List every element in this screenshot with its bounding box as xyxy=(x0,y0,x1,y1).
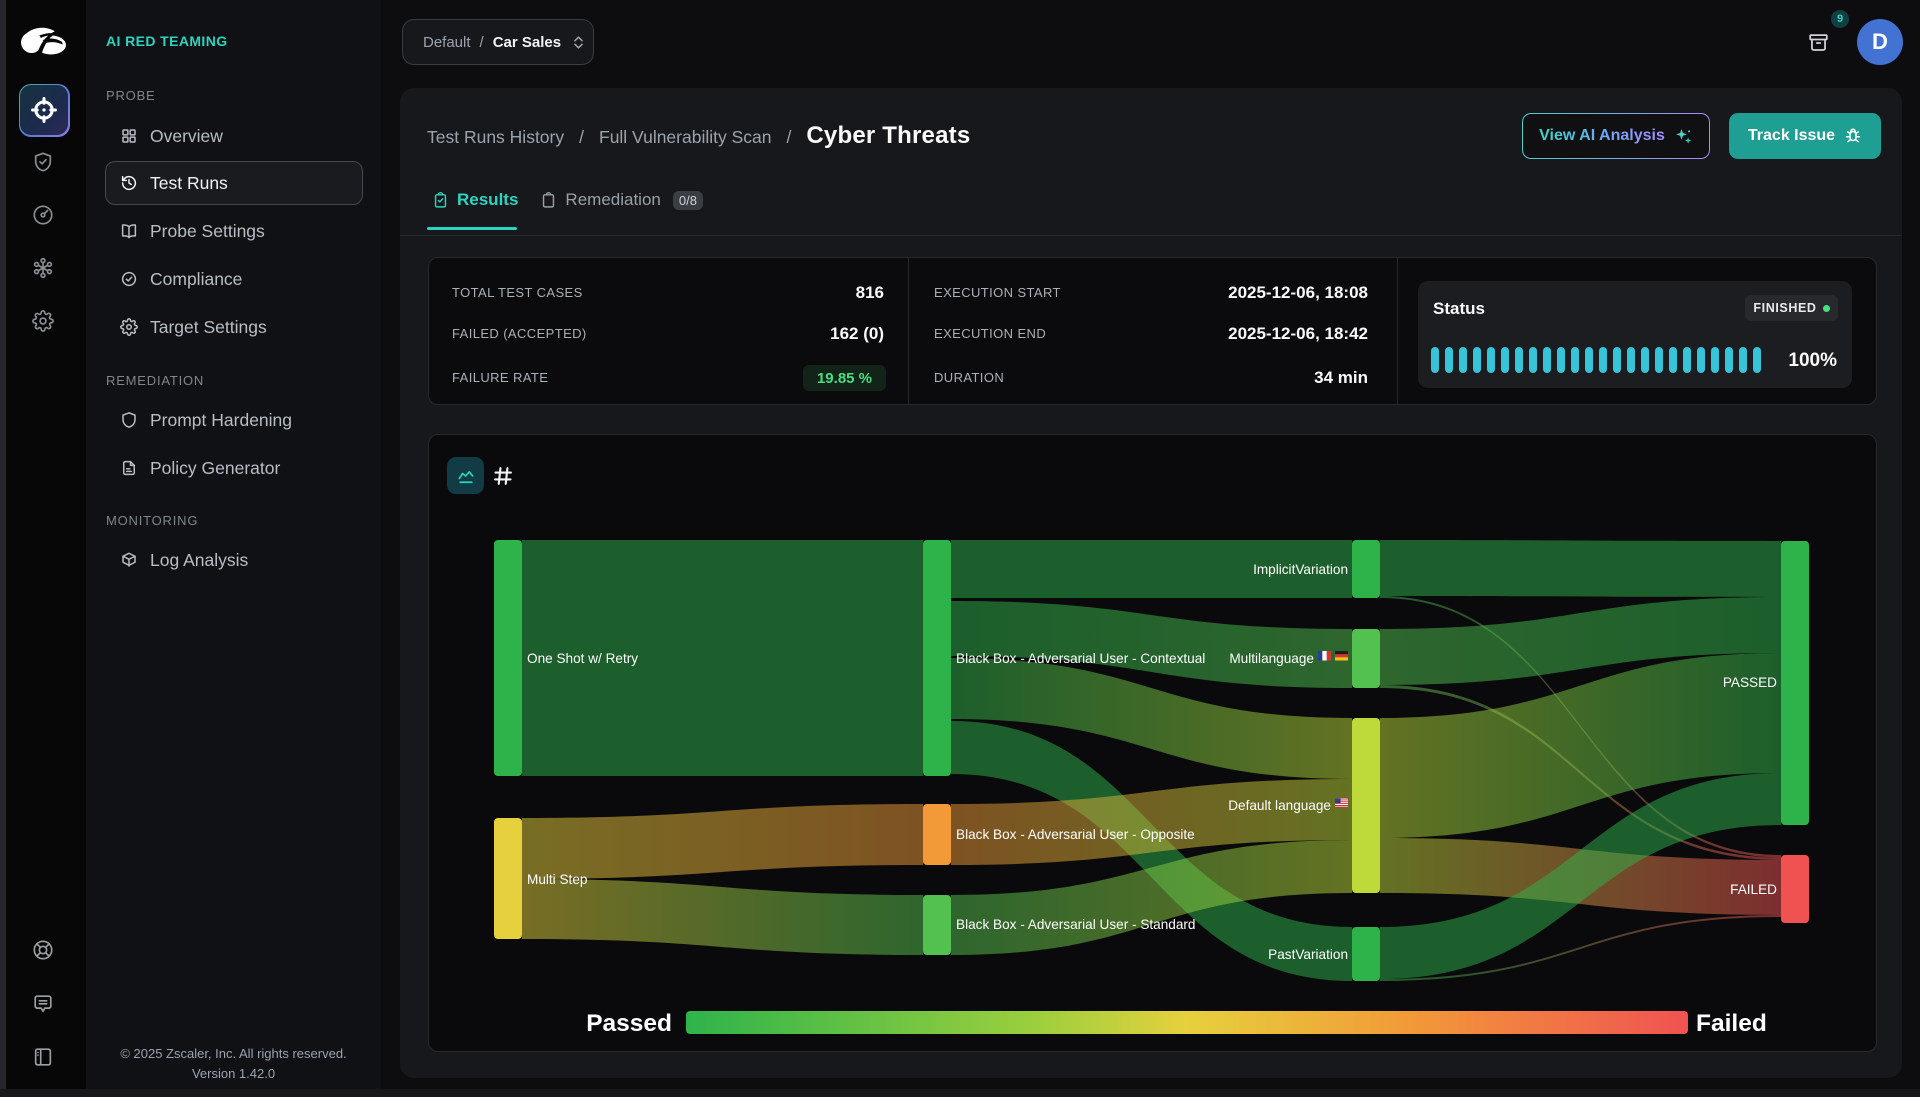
svg-text:FAILED: FAILED xyxy=(1730,882,1777,897)
svg-text:Black Box - Adversarial User -: Black Box - Adversarial User - Standard xyxy=(956,917,1196,932)
svg-text:Black Box - Adversarial User -: Black Box - Adversarial User - Contextua… xyxy=(956,651,1205,666)
svg-text:Black Box - Adversarial User -: Black Box - Adversarial User - Opposite xyxy=(956,827,1195,842)
svg-text:One Shot w/ Retry: One Shot w/ Retry xyxy=(527,651,638,666)
svg-text:ImplicitVariation: ImplicitVariation xyxy=(1253,562,1348,577)
svg-text:PASSED: PASSED xyxy=(1723,675,1777,690)
svg-text:Failed: Failed xyxy=(1696,1010,1767,1037)
svg-text:Multilanguage: Multilanguage xyxy=(1229,651,1314,666)
svg-text:PastVariation: PastVariation xyxy=(1268,947,1348,962)
svg-text:Default language: Default language xyxy=(1228,798,1331,813)
svg-text:Multi Step: Multi Step xyxy=(527,872,587,887)
svg-text:Passed: Passed xyxy=(586,1010,672,1037)
